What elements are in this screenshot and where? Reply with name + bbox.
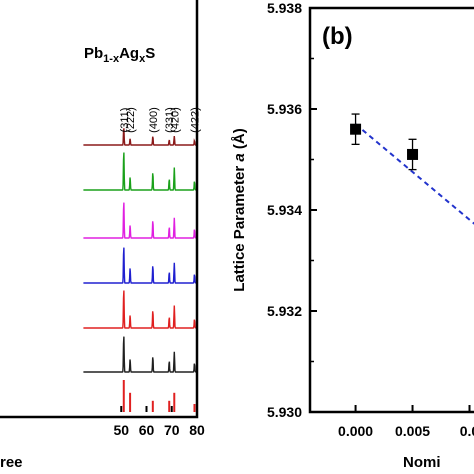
panel-b-frame: [308, 6, 474, 414]
panel-a-frame: [0, 0, 199, 419]
x-axis-ticks: 0.000 0.005 0.0: [338, 405, 474, 439]
data-point: [407, 148, 419, 160]
x-axis-ticks: 50 60 70 80: [113, 406, 205, 438]
formula-title: Pb1-xAgxS: [84, 45, 155, 65]
x-tick-label: 0.0: [460, 423, 474, 439]
peak-label: (420): [169, 107, 181, 133]
y-axis-title: Lattice Parameter a (Å): [231, 128, 248, 291]
xrd-trace-5: [83, 290, 197, 329]
y-tick-label: 5.930: [267, 404, 302, 420]
xrd-trace-3: [83, 202, 197, 239]
x-tick-label: 0.005: [395, 423, 430, 439]
fit-line: [354, 123, 474, 225]
data-point: [350, 123, 362, 135]
xrd-trace-1: [83, 128, 197, 146]
peak-label: (400): [148, 107, 160, 133]
peak-labels: (311)(222) (400) (331)(420) (422): [119, 107, 202, 133]
peak-label: (422): [189, 107, 201, 133]
x-tick-label: 60: [139, 422, 155, 438]
xrd-traces: [83, 128, 197, 373]
peak-label: (222): [125, 107, 137, 133]
peak-label: (331): [164, 107, 176, 133]
panel-b: (b) 5.930 5.932 5.934 5.936 5.938 0.000 0.005…: [231, 0, 474, 471]
data-points: [350, 113, 419, 171]
x-tick-label: 80: [189, 422, 205, 438]
y-tick-label: 5.932: [267, 303, 302, 319]
panel-label: (b): [322, 23, 353, 50]
xrd-trace-4: [83, 247, 197, 284]
xrd-trace-2: [83, 152, 197, 191]
y-tick-label: 5.936: [267, 101, 302, 117]
panel-a: (311)(222) (400) (331)(420) (422) 50 60 70 80 …: [0, 0, 205, 471]
x-tick-label: 0.000: [338, 423, 373, 439]
y-axis-ticks: 5.930 5.932 5.934 5.936 5.938: [267, 0, 317, 420]
x-axis-title: Nomi: [403, 454, 441, 471]
x-tick-label: 50: [113, 422, 129, 438]
peak-label: (311): [119, 108, 131, 133]
y-tick-label: 5.934: [267, 202, 302, 218]
x-axis-title: ree: [0, 454, 23, 471]
reference-sticks: [122, 380, 196, 412]
xrd-trace-6: [83, 336, 197, 373]
x-tick-label: 70: [164, 422, 180, 438]
y-tick-label: 5.938: [267, 0, 302, 16]
